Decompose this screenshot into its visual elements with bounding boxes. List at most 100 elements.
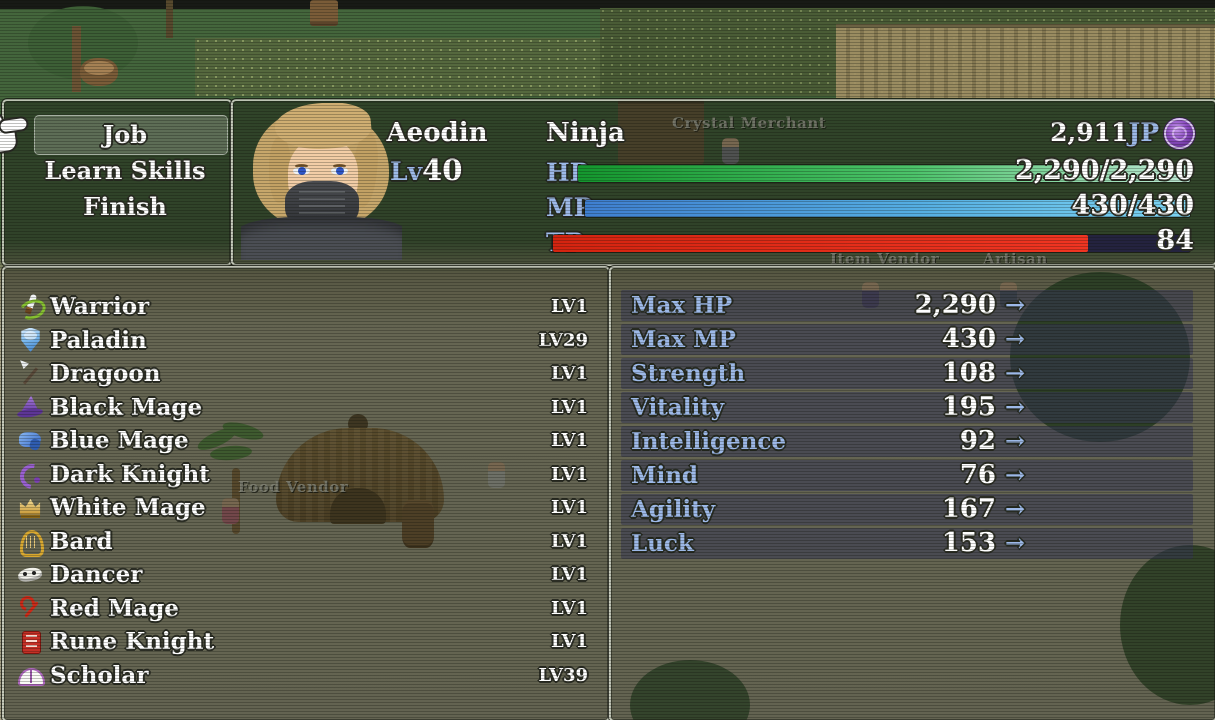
- stat-label: Max HP: [631, 292, 733, 319]
- stat-row-luck: Luck 153 →: [621, 528, 1193, 559]
- stat-value: 153: [941, 528, 996, 558]
- job-level: LV1: [550, 597, 588, 619]
- mp-bar-fill: [585, 200, 1190, 217]
- stat-label: Strength: [631, 360, 746, 387]
- hand-cursor-icon: [0, 107, 39, 165]
- arrow-right-icon: →: [1004, 528, 1026, 557]
- open-book-icon: [17, 662, 45, 689]
- jp-label: JP: [1128, 118, 1159, 147]
- job-name: Black Mage: [50, 393, 203, 421]
- npc-crystal-merchant: [722, 138, 739, 164]
- tp-bar-fill: [553, 235, 1089, 252]
- job-row-dragoon[interactable]: Dragoon LV1: [4, 357, 608, 391]
- job-name: Bard: [50, 527, 113, 555]
- hanging-branch: [166, 0, 173, 38]
- hp-value: 2,290/2,290: [1015, 155, 1194, 186]
- job-name: Rune Knight: [50, 628, 215, 655]
- job-list-window: Warrior LV1 Paladin LV29 Dragoon LV1 Bla…: [2, 266, 610, 720]
- job-row-red-mage[interactable]: Red Mage LV1: [4, 592, 608, 626]
- job-level: LV1: [550, 631, 588, 652]
- job-level: LV1: [550, 396, 588, 418]
- job-name: Paladin: [50, 326, 147, 354]
- job-row-paladin[interactable]: Paladin LV29: [4, 324, 608, 358]
- job-name: Warrior: [50, 293, 150, 320]
- job-level: LV1: [550, 564, 588, 585]
- screen-top-border: [0, 0, 1215, 9]
- stat-label: Max MP: [631, 326, 736, 353]
- menu-item-learn-skills[interactable]: Learn Skills: [12, 153, 228, 189]
- job-level: LV29: [538, 329, 588, 351]
- job-level: LV1: [550, 363, 588, 384]
- level-label: Lv: [390, 157, 423, 186]
- arrow-right-icon: →: [1004, 426, 1026, 455]
- job-name: Blue Mage: [50, 427, 189, 454]
- jp-value: 2,911: [1050, 118, 1129, 147]
- arrow-right-icon: →: [1004, 324, 1026, 353]
- mask-icon: [17, 561, 44, 588]
- stat-label: Intelligence: [631, 428, 787, 455]
- jp-amount: 2,911JP: [1050, 115, 1159, 151]
- job-name: Dragoon: [50, 360, 161, 387]
- harp-icon: [17, 528, 44, 557]
- npc-food-vendor: [222, 498, 239, 524]
- actor-status-window: Aeodin Lv40 Ninja 2,911JP HP 2,290/2,290…: [231, 99, 1215, 266]
- job-row-scholar[interactable]: Scholar LV39: [4, 659, 608, 693]
- job-name: Scholar: [50, 661, 149, 689]
- job-stats-window: Max HP 2,290 → Max MP 430 → Strength 108…: [609, 266, 1215, 720]
- menu-item-finish[interactable]: Finish: [12, 189, 228, 225]
- arrow-right-icon: →: [1004, 460, 1026, 489]
- stat-row-strength: Strength 108 →: [621, 358, 1193, 389]
- menu-item-label: Learn Skills: [44, 156, 206, 185]
- mp-label: MP: [546, 193, 593, 222]
- job-row-black-mage[interactable]: Black Mage LV1: [4, 391, 608, 425]
- stat-value: 2,290: [914, 290, 996, 320]
- red-wand-icon: [17, 595, 44, 622]
- job-name: Dancer: [50, 561, 143, 588]
- actor-class: Ninja: [546, 118, 625, 148]
- job-name: White Mage: [50, 494, 206, 521]
- stat-label: Vitality: [631, 394, 725, 421]
- stat-label: Agility: [631, 496, 716, 523]
- job-row-dancer[interactable]: Dancer LV1: [4, 558, 608, 592]
- stat-label: Mind: [631, 462, 699, 489]
- stat-value: 430: [941, 324, 996, 354]
- npc-label-artisan: Artisan: [983, 250, 1048, 268]
- job-row-rune-knight[interactable]: Rune Knight LV1: [4, 625, 608, 659]
- job-level: LV1: [550, 430, 588, 451]
- job-level: LV39: [538, 664, 588, 686]
- stat-value: 195: [941, 392, 996, 422]
- mp-value: 430/430: [1071, 190, 1194, 221]
- stat-row-agility: Agility 167 →: [621, 494, 1193, 525]
- job-row-white-mage[interactable]: White Mage LV1: [4, 491, 608, 525]
- portrait-scarf: [241, 217, 402, 260]
- job-row-bard[interactable]: Bard LV1: [4, 525, 608, 559]
- dark-horn-icon: [17, 461, 44, 488]
- hedge-row: [195, 38, 625, 96]
- jp-orb-icon: [1166, 120, 1193, 147]
- job-row-dark-knight[interactable]: Dark Knight LV1: [4, 458, 608, 492]
- stat-value: 108: [941, 358, 996, 388]
- job-level: LV1: [550, 296, 588, 317]
- stat-row-intelligence: Intelligence 92 →: [621, 426, 1193, 457]
- job-level: LV1: [550, 497, 588, 518]
- job-row-warrior[interactable]: Warrior LV1: [4, 290, 608, 324]
- sword-icon: [17, 293, 44, 320]
- tp-bar: [553, 235, 1190, 252]
- arrow-right-icon: →: [1004, 358, 1026, 387]
- actor-name: Aeodin: [386, 118, 488, 148]
- scarf-icon: [17, 427, 44, 454]
- menu-item-job[interactable]: Job: [12, 115, 228, 155]
- stat-value: 167: [941, 494, 996, 524]
- stat-row-mind: Mind 76 →: [621, 460, 1193, 491]
- shield-icon: [17, 327, 44, 354]
- mp-bar: [585, 200, 1190, 217]
- barrel: [402, 500, 434, 548]
- stat-value: 76: [959, 460, 996, 490]
- job-row-blue-mage[interactable]: Blue Mage LV1: [4, 424, 608, 458]
- stat-row-max-hp: Max HP 2,290 →: [621, 290, 1193, 321]
- npc-label-food-vendor: Food Vendor: [238, 478, 349, 496]
- wooden-fence: [836, 24, 1215, 98]
- stat-label: Luck: [631, 530, 694, 557]
